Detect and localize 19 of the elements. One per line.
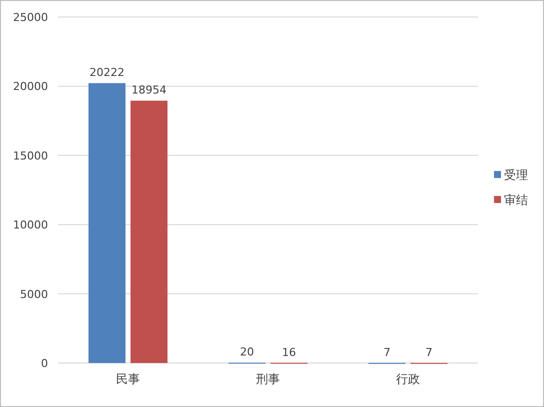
- x-tick-label: 刑事: [256, 372, 280, 386]
- data-label: 7: [426, 346, 432, 359]
- y-tick-label: 0: [41, 357, 48, 370]
- legend-label: 审结: [504, 193, 528, 207]
- data-label: 20222: [90, 66, 124, 80]
- y-tick-label: 15000: [13, 149, 48, 162]
- bar: [130, 100, 168, 363]
- y-tick-label: 10000: [13, 218, 48, 232]
- data-label: 18954: [132, 84, 166, 97]
- y-tick-label: 20000: [13, 80, 48, 94]
- data-label: 7: [384, 346, 390, 359]
- y-tick-label: 5000: [20, 288, 48, 301]
- legend-label: 受理: [504, 168, 528, 182]
- data-label: 16: [282, 346, 296, 359]
- data-label: 20: [240, 346, 254, 359]
- x-tick-label: 行政: [396, 372, 420, 386]
- bar: [88, 83, 126, 363]
- x-tick-label: 民事: [116, 372, 140, 386]
- y-tick-label: 25000: [13, 11, 48, 24]
